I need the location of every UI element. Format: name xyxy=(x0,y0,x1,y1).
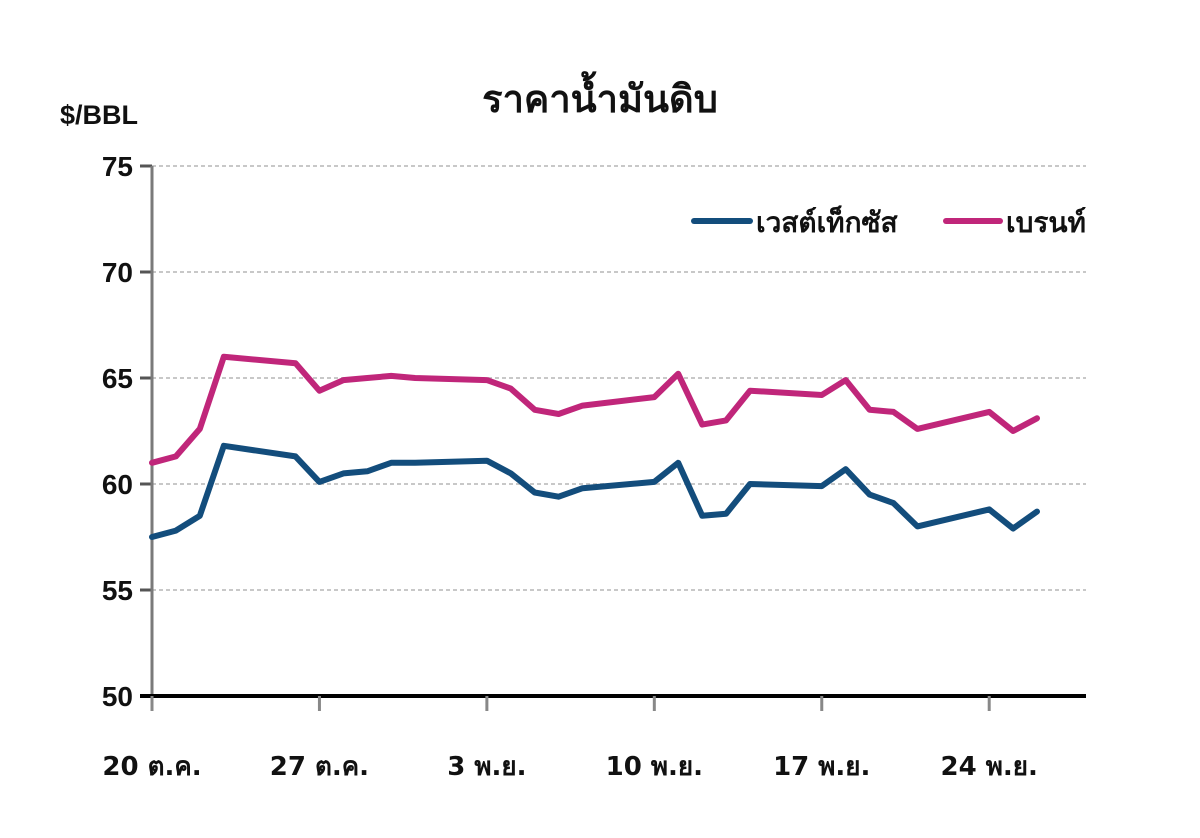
x-tick-label: 20 ต.ค. xyxy=(102,752,201,782)
legend-label-brent: เบรนท์ xyxy=(1006,206,1086,239)
y-tick-label: 65 xyxy=(102,363,133,394)
y-tick-label: 75 xyxy=(102,151,133,182)
y-tick-label: 55 xyxy=(102,575,133,606)
x-tick-label: 27 ต.ค. xyxy=(270,752,369,782)
x-axis: 20 ต.ค. 27 ต.ค. 3 พ.ย. 10 พ.ย. 17 พ.ย. 24 พ.ย… xyxy=(102,694,1086,782)
y-tick-label: 60 xyxy=(102,469,133,500)
y-tick-label: 50 xyxy=(102,681,133,712)
x-tick-label: 3 พ.ย. xyxy=(447,752,526,782)
data-series xyxy=(149,353,1040,540)
y-axis-unit-label: $/BBL xyxy=(60,100,139,130)
wti-series-line xyxy=(149,442,1040,540)
x-tick-label: 17 พ.ย. xyxy=(773,752,870,782)
x-tick-label: 24 พ.ย. xyxy=(941,752,1038,782)
x-tick-label: 10 พ.ย. xyxy=(606,752,703,782)
legend-label-wti: เวสต์เท็กซัส xyxy=(756,205,899,239)
gridlines xyxy=(152,165,1086,591)
legend: เวสต์เท็กซัส เบรนท์ xyxy=(691,205,1086,239)
y-axis: 50 55 60 65 70 75 xyxy=(102,151,154,712)
y-tick-label: 70 xyxy=(102,257,133,288)
brent-series-line xyxy=(149,353,1040,466)
chart-title: ราคาน้ำมันดิบ xyxy=(482,77,718,121)
